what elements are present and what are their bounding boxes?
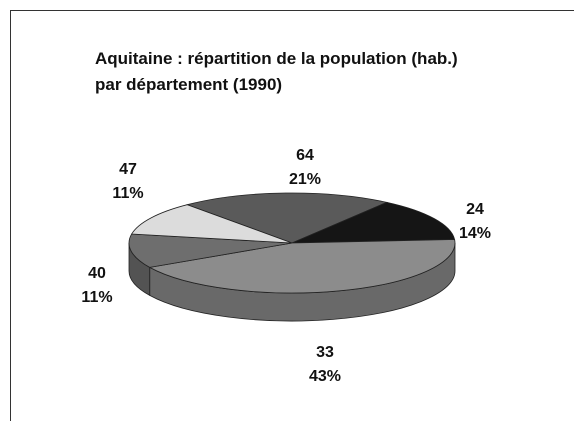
pie-slice [291,201,456,244]
slice-label-value: 11% [112,185,143,202]
chart-title: Aquitaine : répartition de la population… [95,49,458,94]
slice-label-category: 33 [316,344,334,361]
pie-slice [185,192,389,244]
pie-slice [130,204,293,244]
slice-label-value: 14% [459,225,491,242]
slice-label-category: 24 [466,201,484,218]
frame [10,10,574,421]
slice-label-value: 43% [309,368,341,385]
slice-label-category: 64 [296,147,314,164]
slice-label-category: 40 [88,265,106,282]
slice-label-value: 21% [289,171,321,188]
pie-slice [148,239,456,294]
slice-label-value: 11% [81,289,112,306]
slice-label-category: 47 [119,161,137,178]
pie-slice [128,233,293,268]
